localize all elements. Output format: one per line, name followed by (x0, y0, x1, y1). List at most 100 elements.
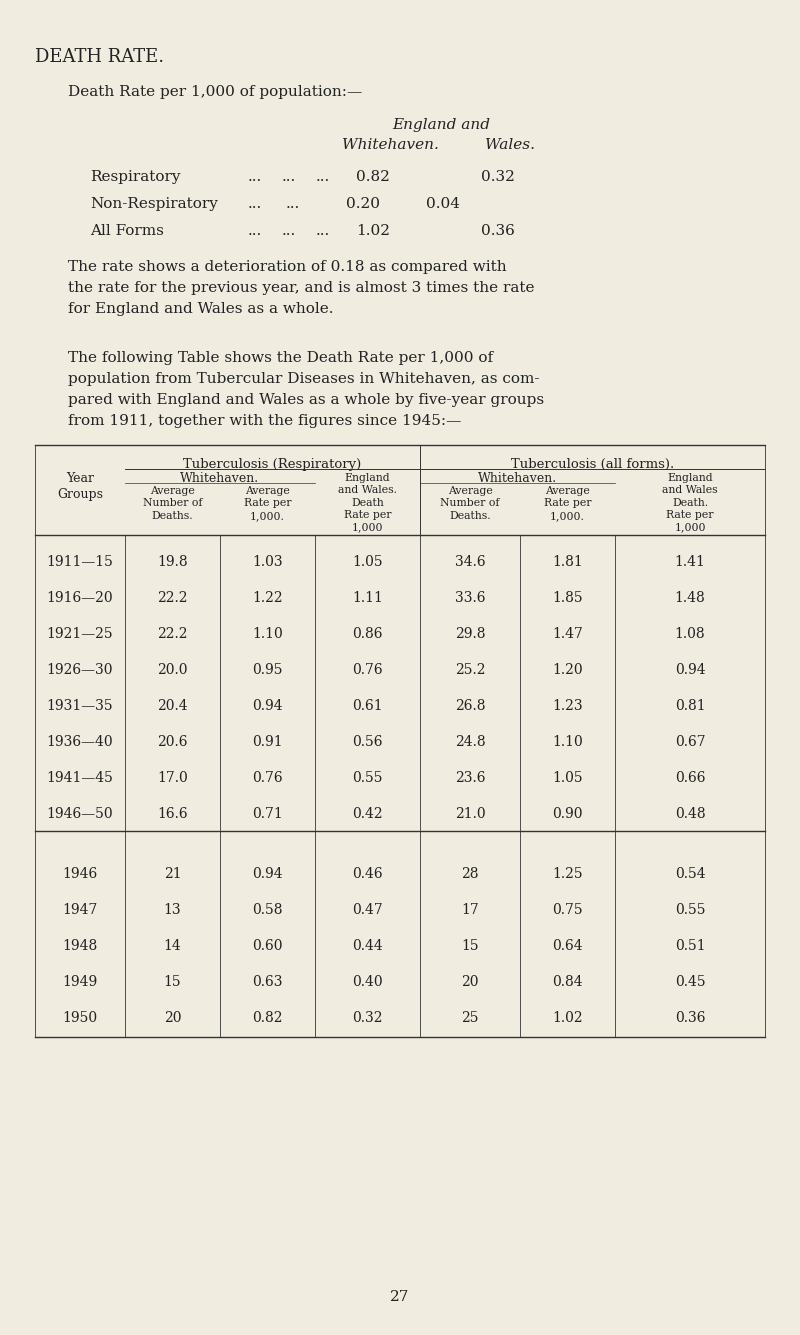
Text: 1.85: 1.85 (552, 591, 583, 605)
Text: 1.41: 1.41 (674, 555, 706, 569)
Text: 1.47: 1.47 (552, 627, 583, 641)
Text: 0.58: 0.58 (252, 902, 282, 917)
Text: 34.6: 34.6 (454, 555, 486, 569)
Text: 0.95: 0.95 (252, 663, 282, 677)
Text: 29.8: 29.8 (454, 627, 486, 641)
Text: 0.90: 0.90 (552, 806, 582, 821)
Text: 0.36: 0.36 (481, 224, 515, 238)
Text: 21.0: 21.0 (454, 806, 486, 821)
Text: Wales.: Wales. (485, 138, 535, 152)
Text: 1936—40: 1936—40 (46, 736, 114, 749)
Text: Tuberculosis (all forms).: Tuberculosis (all forms). (511, 458, 674, 471)
Text: 1.05: 1.05 (352, 555, 383, 569)
Text: pared with England and Wales as a whole by five-year groups: pared with England and Wales as a whole … (68, 392, 544, 407)
Text: 0.54: 0.54 (674, 866, 706, 881)
Text: 27: 27 (390, 1290, 410, 1304)
Text: 1.20: 1.20 (552, 663, 583, 677)
Text: 20.0: 20.0 (158, 663, 188, 677)
Text: 16.6: 16.6 (157, 806, 188, 821)
Text: 1941—45: 1941—45 (46, 772, 114, 785)
Text: 1931—35: 1931—35 (46, 700, 114, 713)
Text: 0.71: 0.71 (252, 806, 283, 821)
Text: 20.4: 20.4 (157, 700, 188, 713)
Text: 15: 15 (461, 939, 479, 953)
Text: Average
Rate per
1,000.: Average Rate per 1,000. (244, 486, 291, 521)
Text: for England and Wales as a whole.: for England and Wales as a whole. (68, 302, 334, 316)
Text: 0.46: 0.46 (352, 866, 383, 881)
Text: 0.75: 0.75 (552, 902, 583, 917)
Text: 23.6: 23.6 (454, 772, 486, 785)
Text: 24.8: 24.8 (454, 736, 486, 749)
Text: 1946: 1946 (62, 866, 98, 881)
Text: 21: 21 (164, 866, 182, 881)
Text: 0.60: 0.60 (252, 939, 282, 953)
Text: 20: 20 (164, 1011, 182, 1025)
Text: 13: 13 (164, 902, 182, 917)
Text: 1.08: 1.08 (674, 627, 706, 641)
Text: England and: England and (392, 117, 490, 132)
Text: 0.67: 0.67 (674, 736, 706, 749)
Text: population from Tubercular Diseases in Whitehaven, as com-: population from Tubercular Diseases in W… (68, 372, 539, 386)
Text: 15: 15 (164, 975, 182, 989)
Text: 1948: 1948 (62, 939, 98, 953)
Text: ...: ... (248, 170, 262, 184)
Text: 19.8: 19.8 (157, 555, 188, 569)
Text: 0.32: 0.32 (481, 170, 515, 184)
Text: 22.2: 22.2 (158, 627, 188, 641)
Text: ...: ... (286, 198, 300, 211)
Text: 1.25: 1.25 (552, 866, 583, 881)
Text: ...: ... (316, 224, 330, 238)
Text: 1949: 1949 (62, 975, 98, 989)
Text: 0.61: 0.61 (352, 700, 383, 713)
Text: All Forms: All Forms (90, 224, 164, 238)
Text: 20: 20 (462, 975, 478, 989)
Text: 0.63: 0.63 (252, 975, 282, 989)
Text: Death Rate per 1,000 of population:—: Death Rate per 1,000 of population:— (68, 85, 362, 99)
Text: ...: ... (282, 224, 296, 238)
Text: ...: ... (248, 198, 262, 211)
Text: 26.8: 26.8 (454, 700, 486, 713)
Text: 0.82: 0.82 (356, 170, 390, 184)
Text: Whitehaven.: Whitehaven. (342, 138, 438, 152)
Text: 17: 17 (461, 902, 479, 917)
Text: 0.76: 0.76 (252, 772, 283, 785)
Text: 0.81: 0.81 (674, 700, 706, 713)
Text: 1946—50: 1946—50 (46, 806, 114, 821)
Text: 1.48: 1.48 (674, 591, 706, 605)
Text: Whitehaven.: Whitehaven. (181, 473, 259, 485)
Text: 17.0: 17.0 (157, 772, 188, 785)
Text: 1.03: 1.03 (252, 555, 283, 569)
Text: 0.44: 0.44 (352, 939, 383, 953)
Text: 25.2: 25.2 (454, 663, 486, 677)
Text: 1.10: 1.10 (252, 627, 283, 641)
Text: 0.48: 0.48 (674, 806, 706, 821)
Text: 0.84: 0.84 (552, 975, 583, 989)
Text: ...: ... (248, 224, 262, 238)
Text: 0.66: 0.66 (674, 772, 706, 785)
Text: 25: 25 (462, 1011, 478, 1025)
Text: 0.56: 0.56 (352, 736, 382, 749)
Text: England
and Wales
Death.
Rate per
1,000: England and Wales Death. Rate per 1,000 (662, 473, 718, 533)
Text: 0.47: 0.47 (352, 902, 383, 917)
Text: 0.86: 0.86 (352, 627, 382, 641)
Text: 1.02: 1.02 (356, 224, 390, 238)
Text: 0.42: 0.42 (352, 806, 383, 821)
Text: 0.40: 0.40 (352, 975, 383, 989)
Text: 1926—30: 1926—30 (46, 663, 114, 677)
Text: the rate for the previous year, and is almost 3 times the rate: the rate for the previous year, and is a… (68, 280, 534, 295)
Text: 0.94: 0.94 (674, 663, 706, 677)
Text: 1.23: 1.23 (552, 700, 583, 713)
Text: 1.10: 1.10 (552, 736, 583, 749)
Text: 33.6: 33.6 (454, 591, 486, 605)
Text: 1.02: 1.02 (552, 1011, 583, 1025)
Text: The following Table shows the Death Rate per 1,000 of: The following Table shows the Death Rate… (68, 351, 493, 364)
Text: 0.55: 0.55 (674, 902, 706, 917)
Text: 0.64: 0.64 (552, 939, 583, 953)
Text: 1.22: 1.22 (252, 591, 283, 605)
Text: 0.76: 0.76 (352, 663, 383, 677)
Text: 1947: 1947 (62, 902, 98, 917)
Text: 0.36: 0.36 (674, 1011, 706, 1025)
Text: Respiratory: Respiratory (90, 170, 181, 184)
Text: The rate shows a deterioration of 0.18 as compared with: The rate shows a deterioration of 0.18 a… (68, 260, 506, 274)
Text: 0.91: 0.91 (252, 736, 283, 749)
